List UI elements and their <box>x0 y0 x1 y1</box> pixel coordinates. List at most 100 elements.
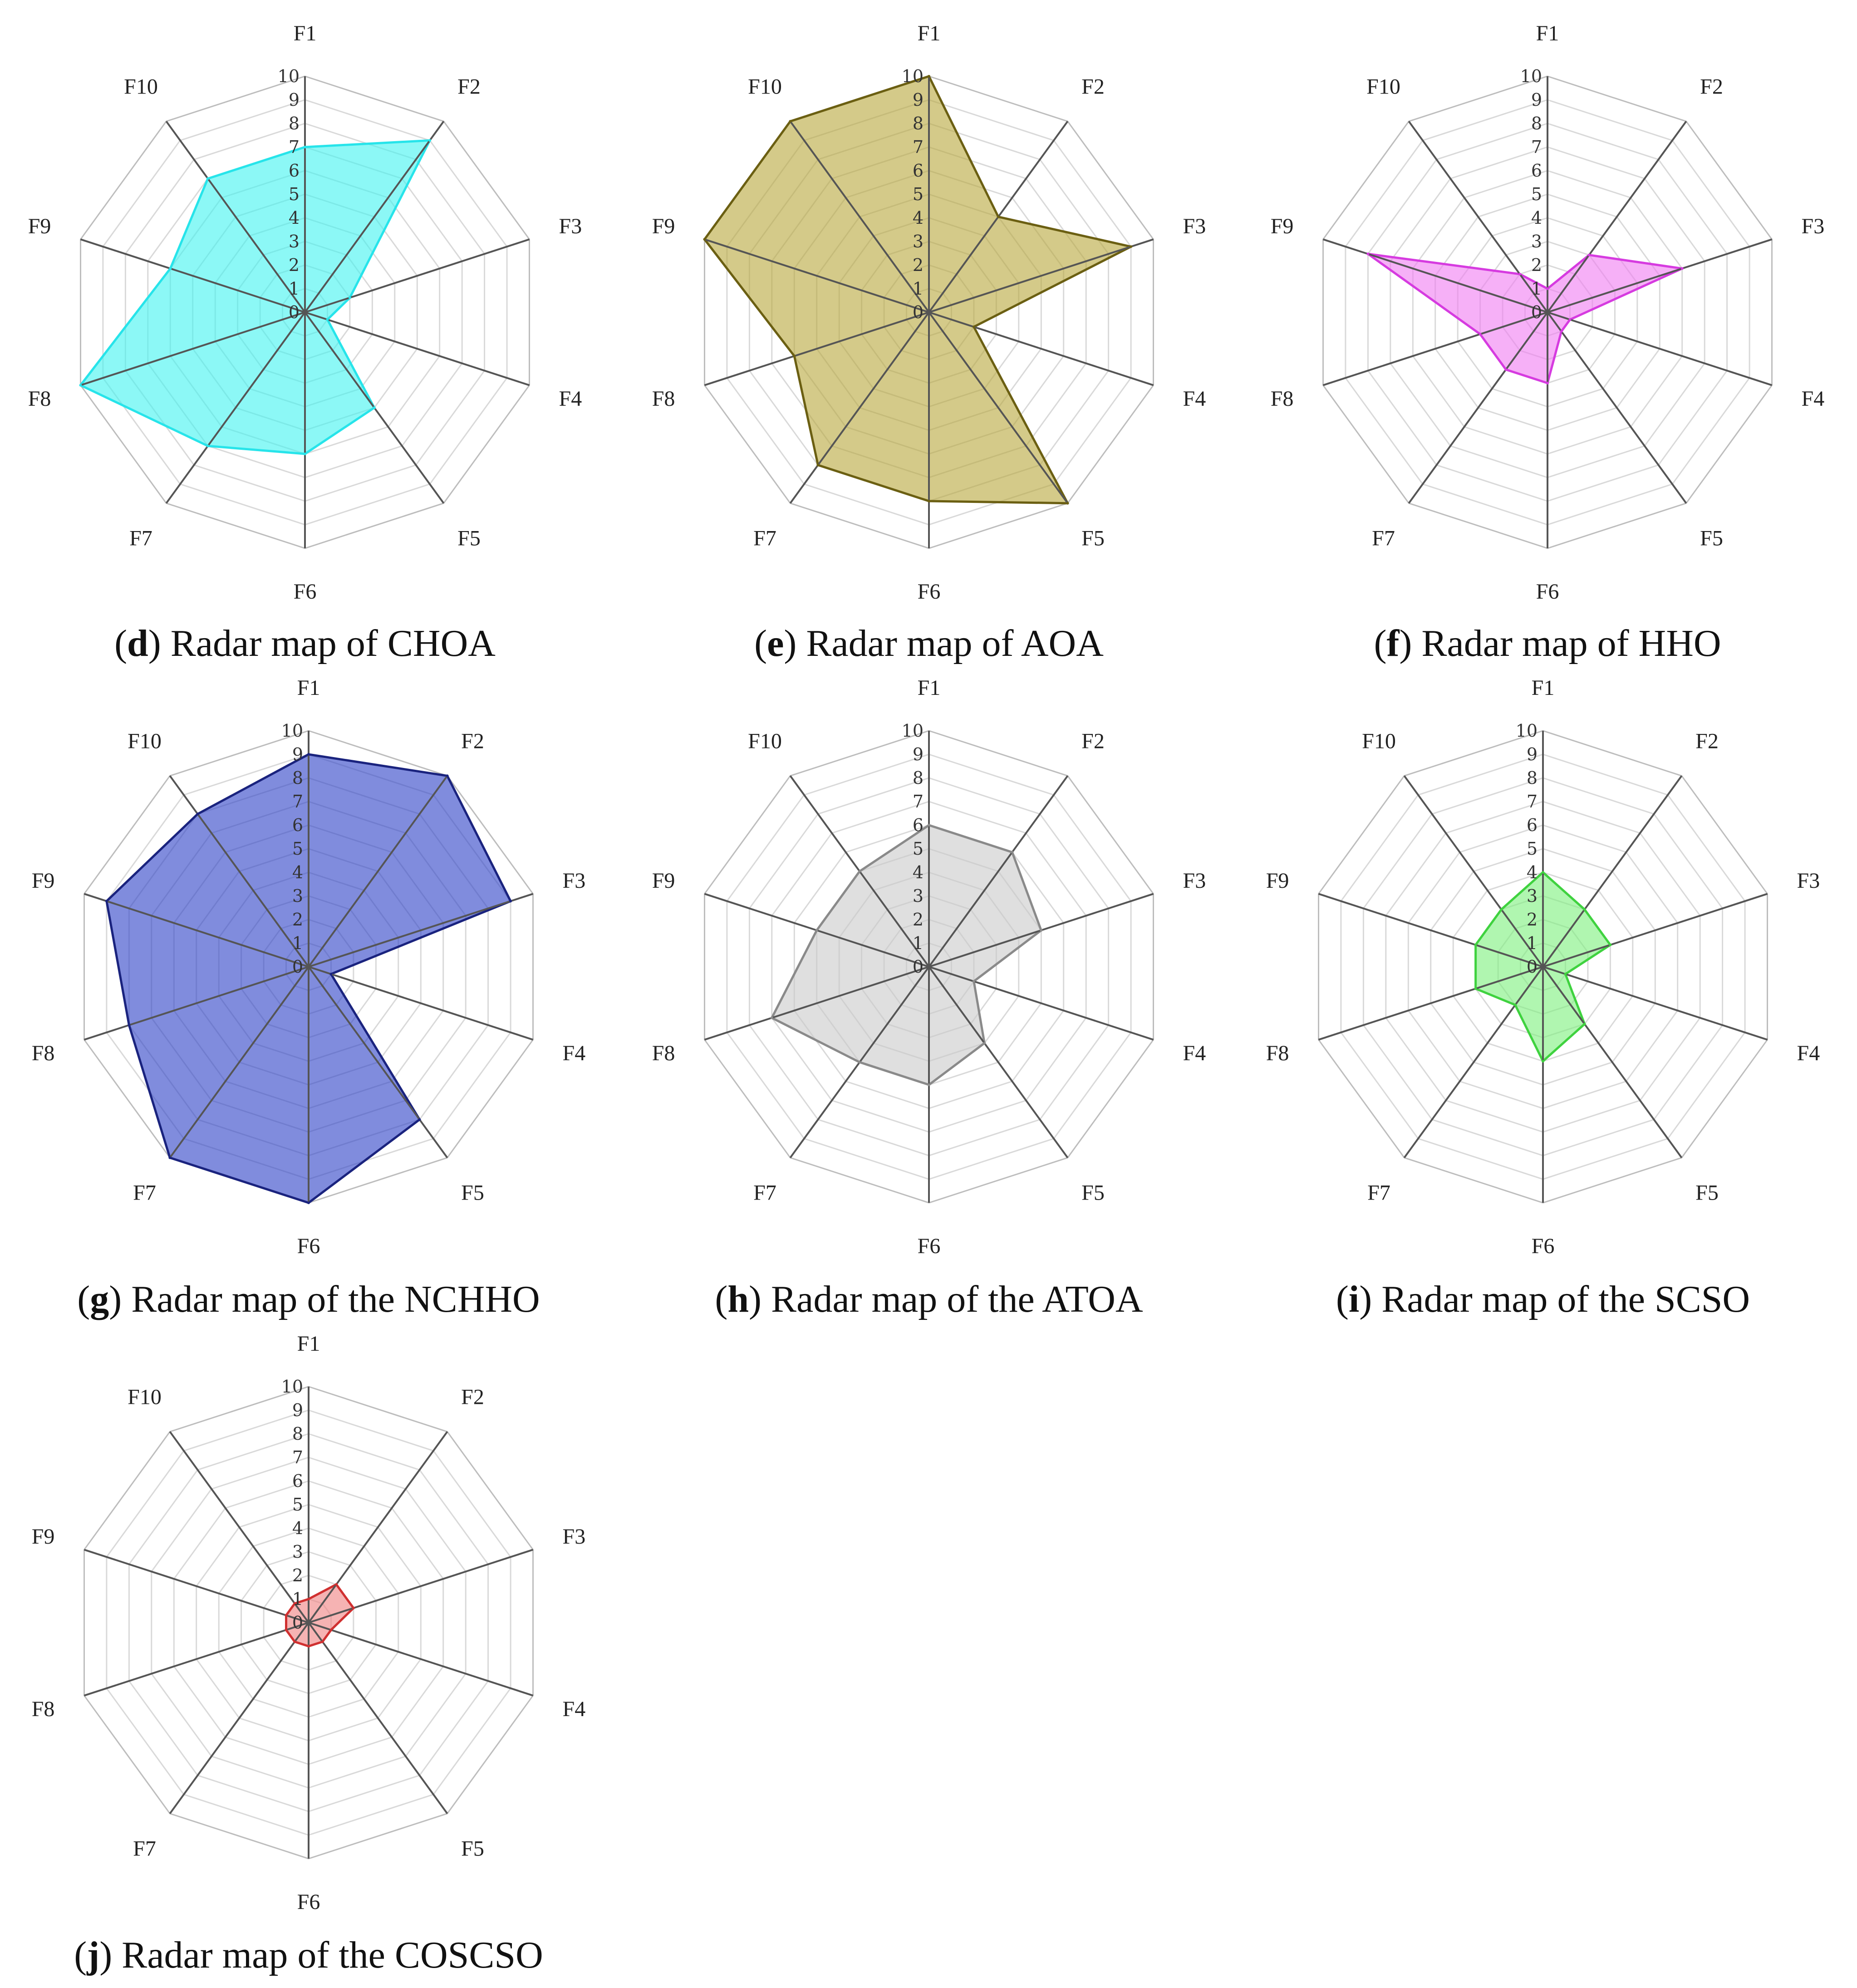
data-point-f10 <box>1518 272 1521 276</box>
axis-label-f1: F1 <box>918 21 941 45</box>
data-point-f9 <box>703 238 706 241</box>
axis-label-f8: F8 <box>652 1041 675 1065</box>
axis-spoke-f2 <box>308 1431 448 1624</box>
caption-title: ) Radar map of the COSCSO <box>99 1934 543 1976</box>
tick-label: 4 <box>292 862 303 882</box>
tick-label: 4 <box>292 1518 303 1538</box>
tick-label: 6 <box>289 161 300 181</box>
tick-label: 10 <box>278 66 300 86</box>
axis-label-f3: F3 <box>563 869 586 893</box>
axis-spoke-f2 <box>304 121 445 313</box>
axis-label-f5: F5 <box>1081 1181 1105 1205</box>
tick-label: 4 <box>913 862 924 882</box>
tick-label: 0 <box>1531 302 1542 322</box>
axis-label-f4: F4 <box>1183 1041 1206 1065</box>
axis-label-f7: F7 <box>1372 527 1395 551</box>
axis-spoke-f4 <box>308 966 534 1041</box>
axis-spoke-f8 <box>1318 966 1543 1041</box>
tick-label: 6 <box>913 161 924 181</box>
data-point-f4 <box>1568 318 1572 321</box>
tick-label: 8 <box>289 113 300 133</box>
data-point-f1 <box>1546 287 1549 290</box>
data-point-f1 <box>307 753 310 756</box>
tick-label: 7 <box>1531 137 1542 157</box>
caption-paren: ( <box>715 1278 727 1320</box>
caption-letter: d <box>127 622 148 664</box>
axis-spoke-f7 <box>789 311 930 504</box>
axis-label-f4: F4 <box>563 1697 586 1721</box>
axis-label-f6: F6 <box>297 1234 320 1258</box>
data-point-f1 <box>304 146 306 148</box>
axis-spoke-f3 <box>308 893 534 968</box>
data-point-f3 <box>1040 929 1043 932</box>
tick-label: 0 <box>913 957 924 977</box>
tick-label: 5 <box>292 1495 303 1515</box>
tick-label: 8 <box>292 768 303 788</box>
data-point-f7 <box>206 444 209 448</box>
axis-spoke-f8 <box>1322 311 1548 386</box>
tick-label: 3 <box>913 886 924 906</box>
axis-label-f3: F3 <box>1183 214 1206 238</box>
axis-label-f5: F5 <box>1700 527 1723 551</box>
data-point-f3 <box>1609 943 1612 946</box>
data-point-f3 <box>509 900 512 903</box>
data-point-f5 <box>373 406 376 409</box>
data-point-f10 <box>858 870 861 873</box>
axis-label-f9: F9 <box>1271 214 1294 238</box>
data-point-f6 <box>928 1083 930 1086</box>
tick-label: 2 <box>289 255 300 275</box>
tick-label: 5 <box>289 184 300 204</box>
tick-label: 9 <box>913 90 924 110</box>
axis-label-f4: F4 <box>1183 387 1206 411</box>
data-point-f9 <box>1474 943 1477 946</box>
axis-spoke-f2 <box>1542 775 1683 968</box>
axis-spoke-f8 <box>704 311 929 386</box>
data-point-f2 <box>1583 908 1586 911</box>
axis-label-f5: F5 <box>457 527 481 551</box>
axis-label-f1: F1 <box>294 21 317 45</box>
axis-label-f10: F10 <box>124 75 158 99</box>
data-point-f4 <box>329 1629 333 1632</box>
axis-spoke-f10 <box>1408 121 1548 313</box>
caption-letter: e <box>767 622 784 664</box>
data-point-f5 <box>1583 1023 1586 1026</box>
data-point-f7 <box>1504 368 1508 371</box>
axis-label-f4: F4 <box>563 1041 586 1065</box>
axis-label-f7: F7 <box>129 527 152 551</box>
tick-label: 0 <box>292 1613 303 1633</box>
tick-label: 8 <box>913 768 924 788</box>
axis-spoke-f8 <box>84 966 309 1041</box>
data-point-f6 <box>1542 1060 1544 1063</box>
tick-label: 7 <box>289 137 300 157</box>
axis-spoke-f9 <box>704 238 929 313</box>
axis-spoke-f10 <box>169 775 310 968</box>
caption-title: ) Radar map of CHOA <box>148 622 496 664</box>
axis-label-f3: F3 <box>1802 214 1825 238</box>
axis-spoke-f9 <box>84 1549 309 1624</box>
tick-label: 2 <box>913 910 924 930</box>
axis-spoke-f5 <box>1547 311 1687 504</box>
data-point-f8 <box>285 1629 288 1632</box>
axis-label-f1: F1 <box>1532 676 1555 700</box>
axis-label-f6: F6 <box>1536 580 1559 604</box>
caption-title: ) Radar map of the SCSO <box>1359 1278 1750 1320</box>
data-point-f6 <box>1546 382 1549 384</box>
data-point-f5 <box>321 1640 324 1644</box>
tick-label: 3 <box>292 1542 303 1562</box>
radar-chart-j: 0 1 2 3 4 5 6 7 8 9 10 F1 F2 F3 F4 F5 F6 F7 F8 F9 F10 (j) Rad… <box>32 1332 586 1976</box>
tick-label: 10 <box>1520 66 1542 86</box>
tick-label: 9 <box>292 744 303 764</box>
axis-label-f1: F1 <box>297 676 320 700</box>
data-point-f2 <box>997 215 1000 218</box>
axis-label-f6: F6 <box>294 580 317 604</box>
axis-label-f4: F4 <box>559 387 582 411</box>
axis-spoke-f10 <box>789 121 930 313</box>
tick-label: 2 <box>913 255 924 275</box>
data-point-f10 <box>206 177 209 180</box>
data-point-f8 <box>1474 987 1477 990</box>
axis-label-f9: F9 <box>652 869 675 893</box>
axis-spoke-f10 <box>165 121 306 313</box>
axis-spoke-f10 <box>169 1431 310 1624</box>
axis-label-f2: F2 <box>1695 729 1719 753</box>
tick-label: 9 <box>289 90 300 110</box>
